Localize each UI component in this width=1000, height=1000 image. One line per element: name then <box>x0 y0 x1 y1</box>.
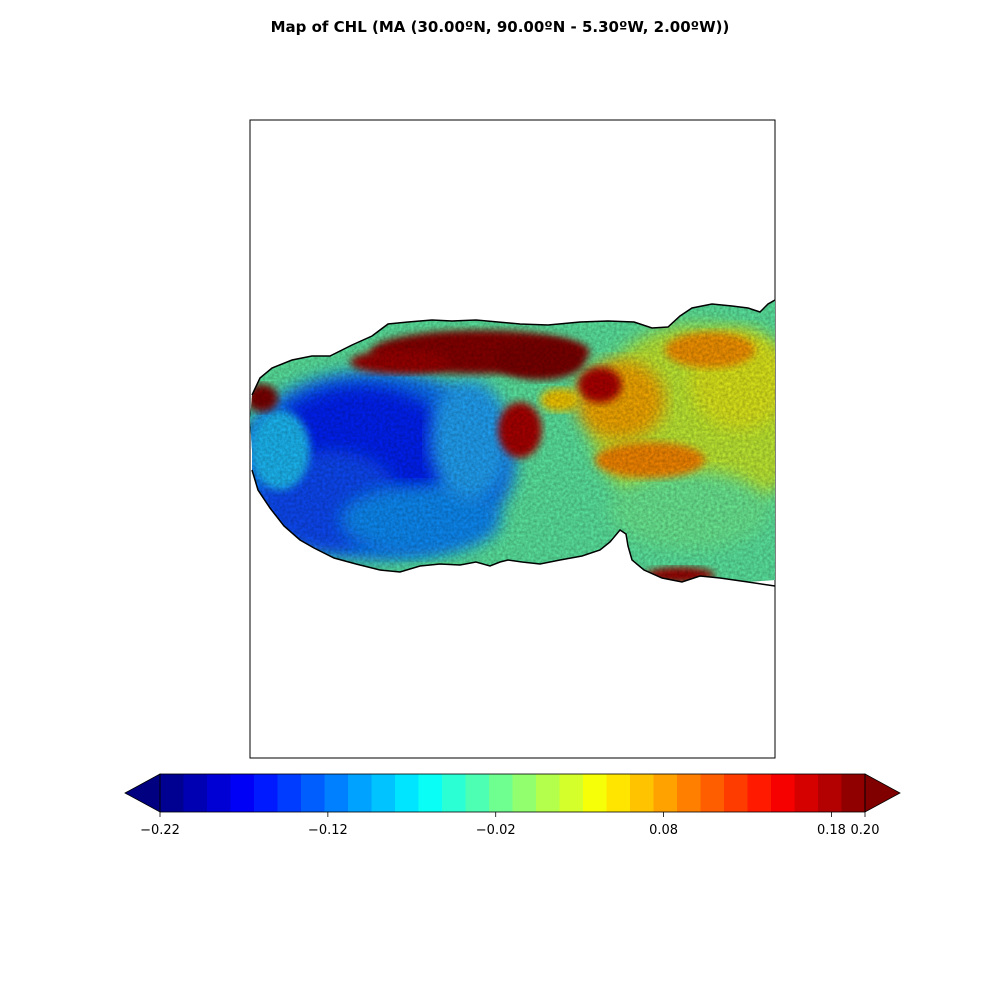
colorbar-tick-label: 0.18 <box>817 823 846 838</box>
colorbar-segment <box>277 774 302 812</box>
colorbar-segment <box>324 774 349 812</box>
colorbar-segment <box>606 774 631 812</box>
coastline-south <box>251 469 776 587</box>
colorbar-segment <box>230 774 255 812</box>
coastline <box>251 299 776 396</box>
colorbar-segment <box>371 774 396 812</box>
colorbar-segment <box>418 774 443 812</box>
colorbar-segment <box>700 774 725 812</box>
colorbar-segment <box>653 774 678 812</box>
colorbar-segment <box>559 774 584 812</box>
colorbar-segment <box>489 774 513 812</box>
colorbar-segment <box>254 774 278 812</box>
colorbar-segment <box>348 774 372 812</box>
map-title: Map of CHL (MA (30.00ºN, 90.00ºN - 5.30º… <box>270 18 730 36</box>
colorbar: −0.22 −0.12 −0.02 0.08 0.18 0.20 <box>124 773 901 838</box>
colorbar-segment <box>841 774 866 812</box>
colorbar-segment <box>160 774 184 812</box>
colorbar-segment <box>724 774 748 812</box>
colorbar-tick-label: −0.12 <box>308 823 348 838</box>
colorbar-segment <box>465 774 490 812</box>
chl-anomaly-field <box>250 300 775 582</box>
colorbar-tick-label: −0.22 <box>140 823 180 838</box>
colorbar-segment <box>771 774 795 812</box>
colorbar-segment <box>512 774 537 812</box>
colorbar-segment <box>747 774 772 812</box>
colorbar-segment <box>183 774 208 812</box>
colorbar-segment <box>442 774 466 812</box>
colorbar-segment <box>207 774 231 812</box>
colorbar-tick-label: 0.08 <box>649 823 678 838</box>
colorbar-segment <box>301 774 325 812</box>
colorbar-tick-label: 0.20 <box>851 823 880 838</box>
colorbar-segment <box>677 774 701 812</box>
colorbar-extend-max <box>864 773 901 813</box>
colorbar-segment <box>794 774 819 812</box>
colorbar-segment <box>818 774 842 812</box>
colorbar-border <box>159 773 866 813</box>
colorbar-segment <box>395 774 419 812</box>
colorbar-tick-label: −0.02 <box>476 823 516 838</box>
colorbar-extend-min <box>124 773 161 813</box>
colorbar-segment <box>583 774 607 812</box>
colorbar-segment <box>536 774 560 812</box>
colorbar-segment <box>630 774 654 812</box>
